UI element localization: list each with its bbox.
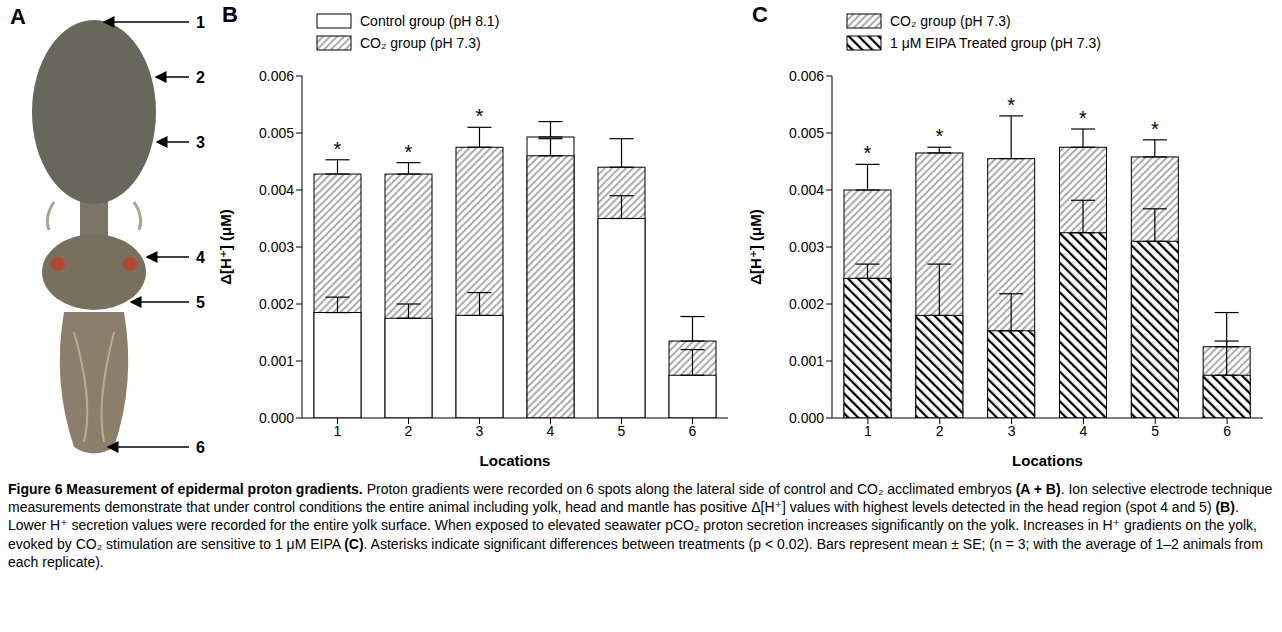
svg-text:0.001: 0.001 bbox=[789, 353, 824, 369]
svg-text:6: 6 bbox=[689, 423, 697, 439]
svg-text:0.003: 0.003 bbox=[789, 239, 824, 255]
svg-text:2: 2 bbox=[405, 423, 413, 439]
svg-text:6: 6 bbox=[1223, 423, 1231, 439]
svg-text:2: 2 bbox=[196, 69, 205, 86]
svg-text:5: 5 bbox=[196, 294, 205, 311]
svg-text:*: * bbox=[1007, 94, 1015, 116]
svg-text:1: 1 bbox=[334, 423, 342, 439]
svg-text:4: 4 bbox=[196, 249, 205, 266]
html-text:B: B bbox=[222, 2, 238, 27]
svg-text:5: 5 bbox=[1151, 423, 1159, 439]
svg-text:0.006: 0.006 bbox=[789, 68, 824, 84]
html-text:Control group (pH 8.1): Control group (pH 8.1) bbox=[360, 13, 500, 29]
html-text:1 μM EIPA Treated group (pH 7.: 1 μM EIPA Treated group (pH 7.3) bbox=[890, 35, 1101, 51]
svg-text:0.001: 0.001 bbox=[259, 353, 294, 369]
svg-text:0.003: 0.003 bbox=[259, 239, 294, 255]
svg-text:3: 3 bbox=[476, 423, 484, 439]
svg-text:1: 1 bbox=[864, 423, 872, 439]
svg-text:Δ[H⁺] (μM): Δ[H⁺] (μM) bbox=[748, 209, 764, 284]
svg-text:0.004: 0.004 bbox=[259, 182, 294, 198]
html-text:CO₂ group (pH 7.3): CO₂ group (pH 7.3) bbox=[360, 35, 481, 51]
svg-text:5: 5 bbox=[618, 423, 626, 439]
svg-text:0.002: 0.002 bbox=[789, 296, 824, 312]
svg-text:Locations: Locations bbox=[1012, 452, 1083, 469]
svg-text:0.000: 0.000 bbox=[259, 410, 294, 426]
svg-text:*: * bbox=[935, 125, 943, 147]
svg-text:0.004: 0.004 bbox=[789, 182, 824, 198]
svg-text:*: * bbox=[1079, 107, 1087, 129]
html-text:CO₂ group (pH 7.3): CO₂ group (pH 7.3) bbox=[890, 13, 1011, 29]
svg-text:1: 1 bbox=[196, 14, 205, 31]
svg-text:*: * bbox=[405, 141, 413, 163]
svg-text:*: * bbox=[334, 138, 342, 160]
svg-text:4: 4 bbox=[1080, 423, 1088, 439]
svg-text:*: * bbox=[864, 142, 872, 164]
svg-text:3: 3 bbox=[196, 134, 205, 151]
svg-text:0.000: 0.000 bbox=[789, 410, 824, 426]
html-text:C: C bbox=[752, 2, 768, 27]
svg-text:Δ[H⁺] (μM): Δ[H⁺] (μM) bbox=[218, 209, 234, 284]
svg-text:0.005: 0.005 bbox=[259, 125, 294, 141]
svg-text:0.005: 0.005 bbox=[789, 125, 824, 141]
svg-text:2: 2 bbox=[936, 423, 944, 439]
svg-text:A: A bbox=[10, 4, 26, 29]
svg-text:Locations: Locations bbox=[480, 452, 551, 469]
svg-text:0.002: 0.002 bbox=[259, 296, 294, 312]
svg-text:3: 3 bbox=[1008, 423, 1016, 439]
svg-text:4: 4 bbox=[547, 423, 555, 439]
svg-text:*: * bbox=[1151, 118, 1159, 140]
svg-text:0.006: 0.006 bbox=[259, 68, 294, 84]
svg-text:6: 6 bbox=[196, 439, 205, 456]
html-text:Figure 6 Measurement of epider: Figure 6 Measurement of epidermal proton… bbox=[8, 481, 1273, 570]
svg-text:*: * bbox=[476, 105, 484, 127]
